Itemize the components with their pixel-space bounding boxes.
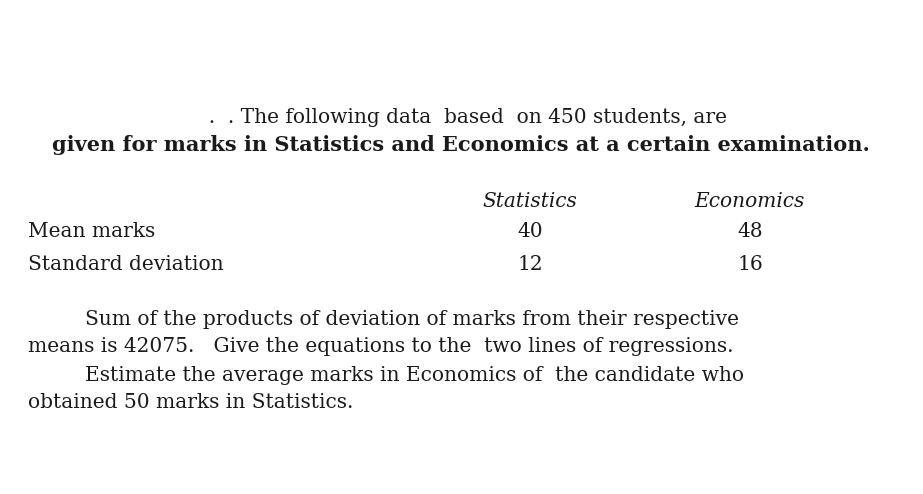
Text: Statistics: Statistics — [483, 192, 578, 211]
Text: means is 42075.   Give the equations to the  two lines of regressions.: means is 42075. Give the equations to th… — [28, 337, 734, 356]
Text: 12: 12 — [517, 255, 543, 274]
Text: obtained 50 marks in Statistics.: obtained 50 marks in Statistics. — [28, 393, 354, 412]
Text: 40: 40 — [517, 222, 543, 241]
Text: 16: 16 — [737, 255, 763, 274]
Text: Sum of the products of deviation of marks from their respective: Sum of the products of deviation of mark… — [85, 310, 739, 329]
Text: Economics: Economics — [695, 192, 805, 211]
Text: 48: 48 — [737, 222, 762, 241]
Text: Standard deviation: Standard deviation — [28, 255, 223, 274]
Text: given for marks in Statistics and Economics at a certain examination.: given for marks in Statistics and Econom… — [52, 135, 870, 155]
Text: Mean marks: Mean marks — [28, 222, 155, 241]
Text: .  . The following data  based  on 450 students, are: . . The following data based on 450 stud… — [196, 108, 726, 127]
Text: Estimate the average marks in Economics of  the candidate who: Estimate the average marks in Economics … — [85, 366, 744, 385]
